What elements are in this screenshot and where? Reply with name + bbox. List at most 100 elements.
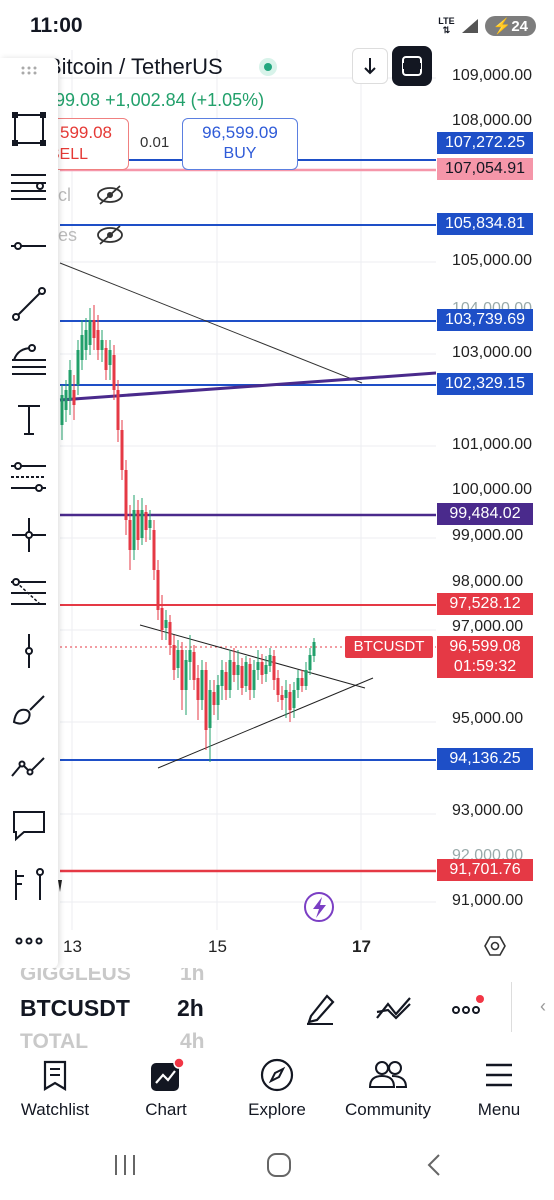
eye-off-icon[interactable] [96, 183, 124, 207]
price-label[interactable]: 105,834.81 [437, 213, 533, 235]
sell-price: 599.08 [60, 123, 112, 142]
candle-body [268, 655, 272, 666]
price-tick: 95,000.00 [452, 710, 524, 727]
candle-body [60, 395, 64, 425]
sell-label: SELL [48, 146, 88, 163]
nav-menu[interactable]: Menu [444, 1053, 554, 1133]
candle-body [244, 662, 248, 686]
candle-body [248, 664, 252, 690]
nav-explore[interactable]: Explore [222, 1053, 332, 1133]
pitchfork-icon[interactable] [8, 340, 50, 382]
trendline-resistance-long [59, 262, 363, 384]
buy-button[interactable]: 96,599.09 BUY [182, 118, 298, 170]
symbol-interval-picker[interactable]: GIGGLEUS 1h BTCUSDT 2h TOTAL 4h ‹ [0, 968, 554, 1053]
candle-body [172, 645, 176, 670]
price-label[interactable]: 99,484.02 [437, 503, 533, 525]
price-label[interactable]: 97,528.12 [437, 593, 533, 615]
candle-body [108, 350, 112, 365]
candle-body [304, 670, 308, 686]
price-label[interactable]: 91,701.76 [437, 859, 533, 881]
candle-body [64, 390, 68, 410]
interval-option[interactable]: 4h [180, 1030, 205, 1053]
date-tick: 15 [208, 937, 227, 956]
fullscreen-button[interactable] [392, 46, 432, 86]
crosshair-icon[interactable] [8, 514, 50, 556]
candle-body [80, 335, 84, 360]
candle-body [176, 650, 180, 668]
symbol-option[interactable]: GIGGLEUS [20, 968, 131, 985]
flash-icon[interactable] [304, 892, 334, 922]
bar-countdown: 01:59:32 [437, 656, 533, 678]
candle-body [128, 520, 132, 550]
comment-icon[interactable] [8, 804, 50, 846]
price-label[interactable]: 103,739.69 [437, 309, 533, 331]
more-options-icon[interactable] [448, 990, 488, 1026]
candle-body [76, 350, 80, 385]
chart-area[interactable]: 109,000.00 108,000.00 105,000.00 104,000… [0, 50, 554, 970]
horizontal-ray-icon[interactable] [8, 224, 50, 266]
pattern-tool-icon[interactable] [8, 456, 50, 498]
watchlist-icon [43, 1060, 67, 1091]
price-change: 99.08 +1,002.84 (+1.05%) [55, 90, 264, 111]
symbol-title[interactable]: Bitcoin / TetherUS [47, 54, 223, 79]
candle-body [192, 652, 196, 680]
candle-body [252, 670, 256, 690]
price-label[interactable]: 102,329.15 [437, 373, 533, 395]
symbol-price-tag: BTCUSDT [345, 636, 433, 658]
candle-body [88, 320, 92, 345]
selected-symbol[interactable]: BTCUSDT [20, 995, 130, 1021]
text-tool-icon[interactable] [8, 398, 50, 440]
date-tick: 17 [352, 937, 371, 956]
drawing-pen-icon[interactable] [303, 990, 337, 1026]
gann-fan-icon[interactable] [8, 166, 50, 208]
menu-icon [486, 1063, 512, 1087]
nav-watchlist[interactable]: Watchlist [0, 1053, 110, 1133]
drawing-toolbar [0, 58, 58, 968]
eye-off-icon[interactable] [96, 223, 124, 247]
candle-body [232, 662, 236, 675]
drag-handle-icon[interactable] [8, 58, 50, 100]
price-label[interactable]: 107,272.25 [437, 132, 533, 154]
battery-indicator: ⚡24 [484, 16, 536, 36]
rectangle-select-icon[interactable] [8, 108, 50, 150]
candle-body [204, 670, 208, 730]
market-open-indicator [259, 58, 277, 76]
candle-body [144, 512, 148, 530]
selected-interval[interactable]: 2h [177, 995, 204, 1021]
nav-community[interactable]: Community [333, 1053, 443, 1133]
price-label[interactable]: 107,054.91 [437, 158, 533, 180]
vertical-line-icon[interactable] [8, 630, 50, 672]
forecast-icon[interactable] [8, 746, 50, 788]
home-icon[interactable] [265, 1152, 293, 1178]
scroll-down-button[interactable] [352, 48, 388, 84]
symbol-option[interactable]: TOTAL [20, 1030, 89, 1053]
ruler-icon[interactable] [8, 862, 50, 904]
triangle-upper-line [139, 624, 366, 689]
price-tick: 98,000.00 [452, 573, 524, 590]
current-price-label[interactable]: 96,599.08 [437, 636, 533, 658]
back-icon[interactable] [424, 1152, 444, 1178]
candlesticks [60, 305, 316, 762]
nav-chart[interactable]: Chart [111, 1053, 221, 1133]
indicators-icon[interactable] [374, 994, 414, 1024]
interval-option[interactable]: 1h [180, 968, 205, 985]
recent-apps-icon[interactable] [112, 1153, 138, 1177]
price-tick: 91,000.00 [452, 892, 524, 909]
candle-body [164, 620, 168, 628]
fib-retracement-icon[interactable] [8, 572, 50, 614]
candle-body [288, 692, 292, 710]
price-label[interactable]: 94,136.25 [437, 748, 533, 770]
price-tick: 108,000.00 [452, 112, 533, 129]
candle-body [260, 662, 264, 675]
sell-button[interactable]: 599.08 SELL [47, 118, 129, 170]
candle-body [276, 678, 280, 695]
chevron-left-icon[interactable]: ‹ [540, 996, 546, 1016]
more-tools-icon[interactable] [8, 920, 50, 962]
buy-label: BUY [223, 145, 257, 162]
last-price: 99.08 [55, 90, 101, 110]
candle-body [280, 695, 284, 700]
chart-settings-icon[interactable] [484, 935, 506, 957]
trend-line-icon[interactable] [8, 282, 50, 324]
brush-icon[interactable] [8, 688, 50, 730]
candle-body [68, 370, 72, 400]
